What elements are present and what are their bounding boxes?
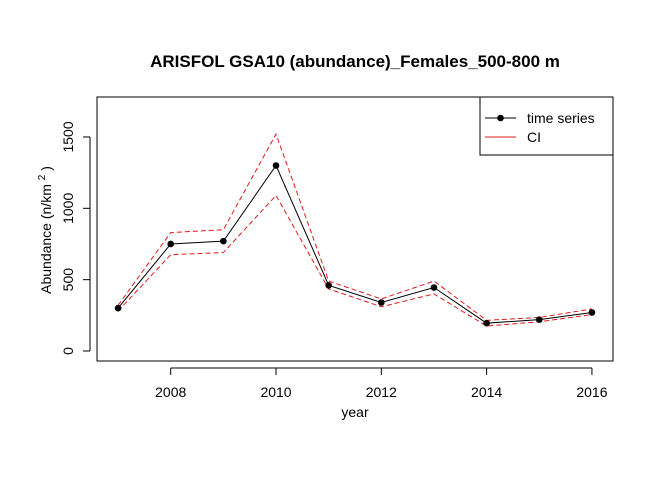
y-axis: 0 500 1000 1500 <box>60 121 91 355</box>
time-series-point <box>430 284 438 291</box>
plot-frame <box>96 96 614 362</box>
legend-label-ci: CI <box>527 129 541 145</box>
legend: time series CI <box>479 96 614 156</box>
x-tick-label: 2008 <box>155 384 186 400</box>
ci-upper-line <box>117 132 593 321</box>
legend-label-time-series: time series <box>527 110 595 126</box>
series-layer <box>114 132 596 327</box>
y-axis-label-prefix: Abundance <box>38 223 54 294</box>
x-tick-label: 2012 <box>366 384 397 400</box>
legend-box <box>479 96 614 156</box>
x-axis-label: year <box>341 404 369 420</box>
time-series-point <box>378 299 385 306</box>
x-axis: 2008 2010 2012 2014 2016 <box>155 367 608 400</box>
time-series-line <box>117 164 593 324</box>
ci-lower-line <box>117 194 593 327</box>
x-tick-label: 2016 <box>576 384 607 400</box>
y-tick-label: 1000 <box>60 193 76 224</box>
y-axis-label-unit: (n/km <box>38 184 54 219</box>
x-tick-label: 2014 <box>471 384 502 400</box>
y-tick-label: 500 <box>60 268 76 292</box>
time-series-point <box>272 162 280 169</box>
x-tick-label: 2010 <box>260 384 291 400</box>
y-axis-label: Abundance (n/km 2 ) <box>32 166 54 294</box>
time-series-point <box>220 237 227 245</box>
legend-point-time-series <box>497 114 504 122</box>
y-axis-label-unit-superscript: 2 <box>37 174 48 180</box>
time-series-point <box>325 282 332 289</box>
time-series-point <box>483 319 490 327</box>
chart-title: ARISFOL GSA10 (abundance)_Females_500-80… <box>150 52 560 71</box>
y-tick-label: 0 <box>60 347 76 355</box>
y-axis-label-unit-close: ) <box>38 166 54 171</box>
time-series-point <box>535 316 543 323</box>
time-series-point <box>588 309 596 316</box>
time-series-point <box>114 304 122 312</box>
y-tick-label: 1500 <box>60 121 76 152</box>
time-series-point <box>167 240 175 248</box>
